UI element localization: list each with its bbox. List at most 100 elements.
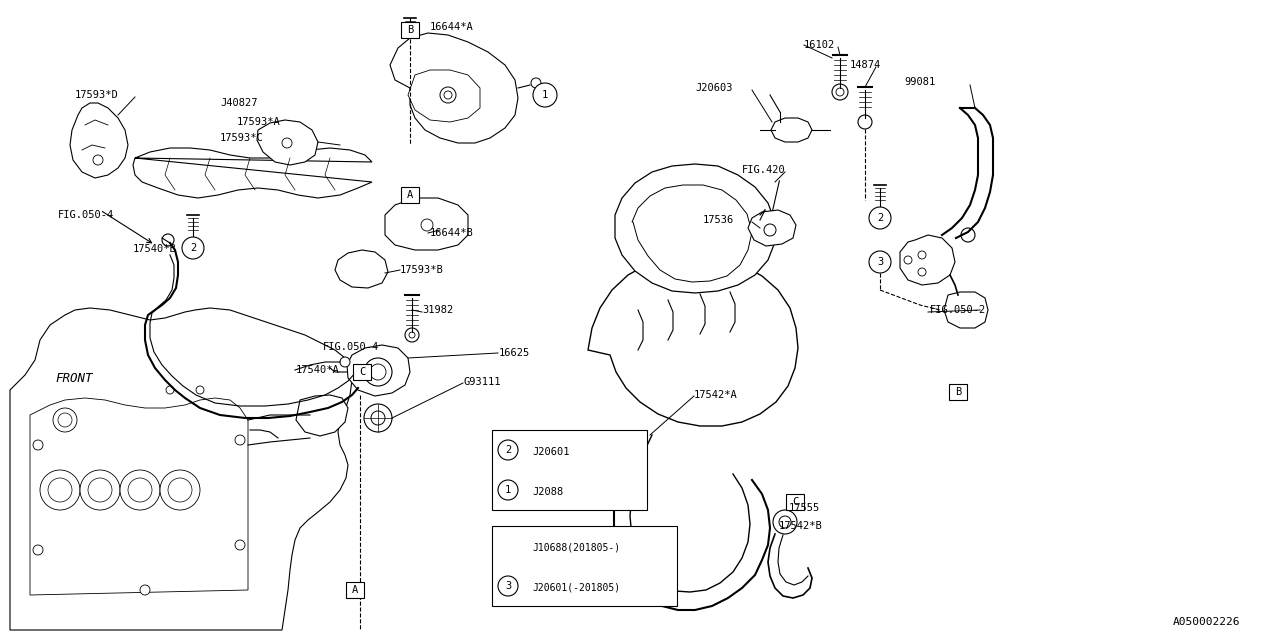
Circle shape: [832, 84, 849, 100]
Bar: [346, 582, 364, 598]
Text: J20601: J20601: [532, 447, 570, 457]
Polygon shape: [335, 250, 388, 288]
Polygon shape: [390, 33, 518, 143]
Text: 17536: 17536: [703, 215, 735, 225]
Circle shape: [918, 251, 925, 259]
Circle shape: [166, 386, 174, 394]
Circle shape: [33, 440, 44, 450]
Circle shape: [340, 357, 349, 367]
Circle shape: [364, 358, 392, 386]
Circle shape: [93, 155, 102, 165]
Circle shape: [282, 138, 292, 148]
Text: 31982: 31982: [422, 305, 453, 315]
Text: 16625: 16625: [499, 348, 530, 358]
Text: J2088: J2088: [532, 487, 563, 497]
Bar: [948, 384, 966, 400]
Text: 1: 1: [541, 90, 548, 100]
Text: B: B: [955, 387, 961, 397]
Circle shape: [120, 470, 160, 510]
Polygon shape: [347, 345, 410, 396]
Polygon shape: [748, 210, 796, 246]
Text: FIG.050-4: FIG.050-4: [58, 210, 114, 220]
Circle shape: [780, 516, 791, 528]
Text: 16644*B: 16644*B: [430, 228, 474, 238]
Circle shape: [79, 470, 120, 510]
Circle shape: [404, 328, 419, 342]
Text: J10688(201805-): J10688(201805-): [532, 543, 620, 553]
Text: FIG.050-2: FIG.050-2: [931, 305, 987, 315]
Circle shape: [869, 251, 891, 273]
Circle shape: [498, 576, 518, 596]
Bar: [786, 494, 804, 510]
Text: A050002226: A050002226: [1172, 617, 1240, 627]
Circle shape: [498, 440, 518, 460]
Text: 17540*B: 17540*B: [133, 244, 177, 254]
Circle shape: [498, 480, 518, 500]
Circle shape: [444, 91, 452, 99]
Circle shape: [364, 404, 392, 432]
Circle shape: [168, 478, 192, 502]
Circle shape: [421, 219, 433, 231]
Text: 17540*A: 17540*A: [296, 365, 339, 375]
Text: J20603: J20603: [695, 83, 732, 93]
Circle shape: [33, 545, 44, 555]
Text: 2: 2: [189, 243, 196, 253]
Circle shape: [773, 510, 797, 534]
Circle shape: [869, 207, 891, 229]
Polygon shape: [296, 395, 348, 436]
Circle shape: [236, 435, 244, 445]
Circle shape: [40, 470, 79, 510]
Circle shape: [440, 87, 456, 103]
Text: 17593*B: 17593*B: [399, 265, 444, 275]
Circle shape: [858, 115, 872, 129]
Text: A: A: [407, 190, 413, 200]
Text: C: C: [358, 367, 365, 377]
Text: FIG.420: FIG.420: [742, 165, 786, 175]
Circle shape: [370, 364, 387, 380]
Text: FRONT: FRONT: [55, 371, 92, 385]
Text: G93111: G93111: [463, 377, 500, 387]
Text: 2: 2: [504, 445, 511, 455]
Text: 1: 1: [504, 485, 511, 495]
Circle shape: [918, 268, 925, 276]
Polygon shape: [10, 308, 352, 630]
Text: 17593*A: 17593*A: [237, 117, 280, 127]
Polygon shape: [133, 148, 372, 198]
Polygon shape: [588, 256, 797, 426]
Text: 17593*C: 17593*C: [220, 133, 264, 143]
Bar: [401, 187, 419, 203]
Text: C: C: [792, 497, 799, 507]
Circle shape: [531, 78, 541, 88]
Circle shape: [163, 234, 174, 246]
Polygon shape: [257, 120, 317, 165]
Text: 2: 2: [877, 213, 883, 223]
Polygon shape: [614, 164, 774, 293]
Circle shape: [236, 540, 244, 550]
Bar: [353, 364, 371, 380]
Text: 17542*B: 17542*B: [780, 521, 823, 531]
Text: J40827: J40827: [220, 98, 257, 108]
Circle shape: [532, 83, 557, 107]
Polygon shape: [632, 185, 753, 282]
Text: 16644*A: 16644*A: [430, 22, 474, 32]
Polygon shape: [385, 198, 468, 250]
Text: 3: 3: [877, 257, 883, 267]
Polygon shape: [945, 292, 988, 328]
Circle shape: [49, 478, 72, 502]
Polygon shape: [771, 118, 812, 142]
Circle shape: [128, 478, 152, 502]
Circle shape: [182, 237, 204, 259]
Circle shape: [52, 408, 77, 432]
Text: 16102: 16102: [804, 40, 836, 50]
Circle shape: [371, 411, 385, 425]
Polygon shape: [900, 235, 955, 285]
Circle shape: [836, 88, 844, 96]
Text: J20601(-201805): J20601(-201805): [532, 583, 620, 593]
Polygon shape: [408, 70, 480, 122]
Text: A: A: [352, 585, 358, 595]
Text: 3: 3: [504, 581, 511, 591]
Circle shape: [140, 585, 150, 595]
Text: B: B: [407, 25, 413, 35]
Text: 17555: 17555: [788, 503, 820, 513]
Circle shape: [904, 256, 911, 264]
